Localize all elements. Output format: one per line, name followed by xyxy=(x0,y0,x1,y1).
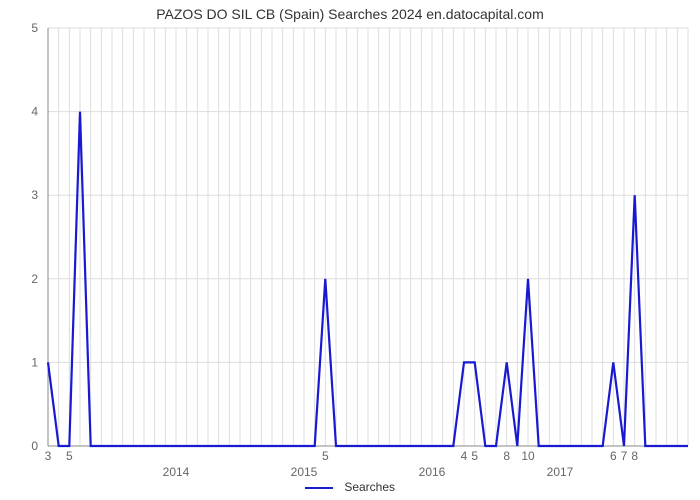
svg-text:5: 5 xyxy=(471,449,478,463)
svg-text:8: 8 xyxy=(503,449,510,463)
svg-text:5: 5 xyxy=(31,21,38,35)
svg-text:2016: 2016 xyxy=(419,465,446,479)
svg-text:3: 3 xyxy=(45,449,52,463)
svg-text:2: 2 xyxy=(31,272,38,286)
svg-text:5: 5 xyxy=(322,449,329,463)
svg-text:5: 5 xyxy=(66,449,73,463)
svg-text:2017: 2017 xyxy=(547,465,574,479)
svg-text:0: 0 xyxy=(31,439,38,453)
svg-text:8: 8 xyxy=(631,449,638,463)
svg-text:4: 4 xyxy=(461,449,468,463)
svg-text:6: 6 xyxy=(610,449,617,463)
chart-legend: Searches xyxy=(0,480,700,494)
svg-text:2014: 2014 xyxy=(163,465,190,479)
svg-text:1: 1 xyxy=(31,355,38,369)
chart-plot: 012345355458106782014201520162017 xyxy=(0,0,700,500)
svg-text:2015: 2015 xyxy=(291,465,318,479)
legend-swatch xyxy=(305,487,333,489)
svg-text:3: 3 xyxy=(31,188,38,202)
svg-text:10: 10 xyxy=(521,449,535,463)
svg-text:7: 7 xyxy=(621,449,628,463)
legend-label: Searches xyxy=(344,480,395,494)
svg-text:4: 4 xyxy=(31,105,38,119)
